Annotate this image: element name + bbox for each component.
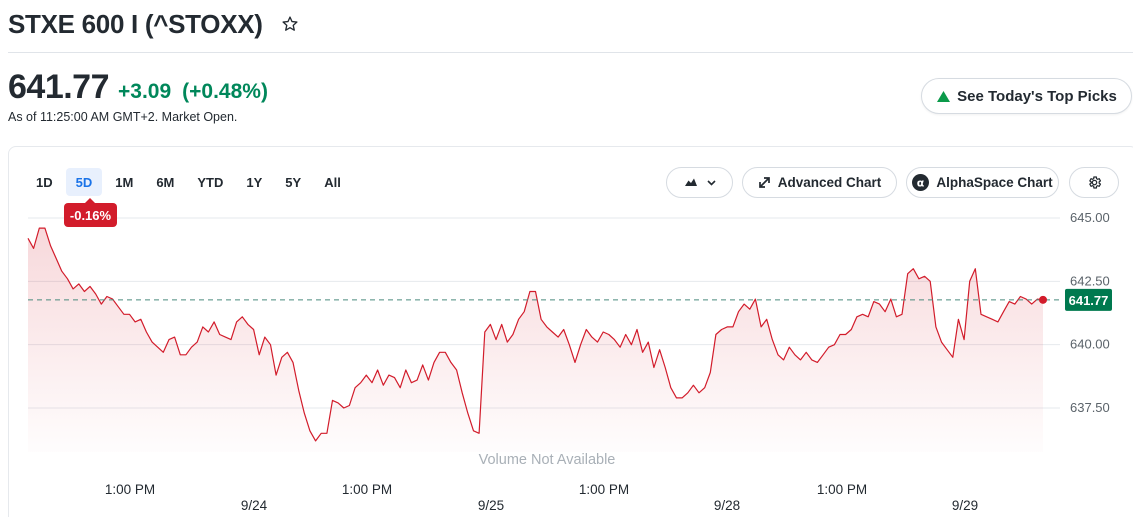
x-time-label: 1:00 PM — [105, 482, 155, 497]
chevron-down-icon — [706, 179, 716, 186]
price-line[interactable] — [27, 227, 1044, 442]
top-picks-label: See Today's Top Picks — [957, 87, 1117, 105]
current-price: 641.77 — [8, 68, 110, 106]
range-5y[interactable]: 5Y — [285, 174, 302, 190]
top-picks-button[interactable]: See Today's Top Picks — [921, 78, 1132, 114]
expand-arrows-icon — [758, 176, 771, 189]
header-divider — [8, 52, 1133, 53]
y-tick-label: 642.50 — [1070, 273, 1110, 288]
gear-icon — [1087, 175, 1102, 190]
last-price-dot — [1039, 295, 1047, 304]
price-row: 641.77 +3.09 (+0.48%) — [8, 68, 268, 107]
star-icon[interactable] — [279, 13, 301, 35]
title-row: STXE 600 I (^STOXX) — [8, 8, 301, 40]
last-price-label-box — [1065, 288, 1112, 311]
alphaspace-chart-label: AlphaSpace Chart — [936, 175, 1053, 190]
range-selector: 1D 5D 1M 6M YTD 1Y 5Y All — [26, 168, 354, 196]
x-time-label: 1:00 PM — [579, 482, 629, 497]
price-change-percent: (+0.48%) — [182, 80, 268, 103]
x-date-label: 9/25 — [478, 498, 504, 513]
y-tick-label: 640.00 — [1070, 337, 1110, 352]
range-1m[interactable]: 1M — [115, 174, 134, 190]
x-time-label: 1:00 PM — [817, 482, 867, 497]
y-tick-label: 637.50 — [1070, 400, 1110, 415]
range-change-badge: -0.16% — [64, 198, 117, 227]
range-5d[interactable]: 5D — [65, 168, 103, 196]
y-tick-label: 645.00 — [1070, 210, 1110, 225]
svg-text:α: α — [917, 176, 925, 189]
range-all[interactable]: All — [324, 174, 341, 190]
advanced-chart-label: Advanced Chart — [777, 175, 882, 190]
volume-not-available-note: Volume Not Available — [479, 452, 616, 468]
x-date-label: 9/24 — [241, 498, 268, 513]
mountain-chart-icon — [684, 175, 698, 190]
range-1d[interactable]: 1D — [36, 174, 53, 190]
green-triangle-icon — [936, 90, 951, 103]
price-area-fill — [28, 228, 1043, 452]
x-date-label: 9/28 — [714, 498, 740, 513]
range-6m[interactable]: 6M — [156, 174, 175, 190]
x-time-label: 1:00 PM — [342, 482, 392, 497]
range-ytd[interactable]: YTD — [197, 174, 224, 190]
chart-card — [8, 146, 1133, 517]
price-change: +3.09 — [118, 80, 172, 103]
x-date-label: 9/29 — [952, 498, 978, 513]
last-price-label: 641.77 — [1069, 293, 1109, 308]
alphaspace-chart-button[interactable]: α AlphaSpace Chart — [906, 167, 1059, 198]
advanced-chart-button[interactable]: Advanced Chart — [742, 167, 897, 198]
market-time-note: As of 11:25:00 AM GMT+2. Market Open. — [8, 110, 238, 124]
chart-settings-button[interactable] — [1069, 167, 1119, 198]
range-1y[interactable]: 1Y — [246, 174, 263, 190]
alpha-logo-icon: α — [912, 174, 930, 191]
chart-type-button[interactable] — [666, 167, 733, 198]
page-title: STXE 600 I (^STOXX) — [8, 8, 263, 39]
